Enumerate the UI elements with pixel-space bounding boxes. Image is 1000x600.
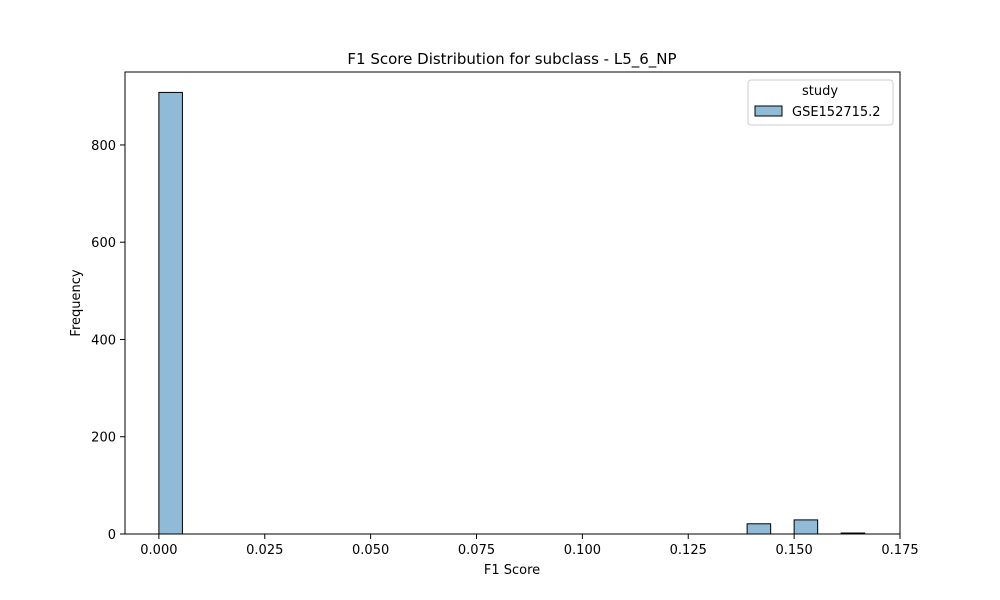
x-tick-label: 0.025 <box>246 543 283 558</box>
x-tick-label: 0.100 <box>564 543 601 558</box>
y-tick-label: 800 <box>91 139 116 154</box>
y-tick-label: 200 <box>91 431 116 446</box>
x-tick-label: 0.175 <box>881 543 918 558</box>
legend-label: GSE152715.2 <box>792 105 881 120</box>
y-axis-ticks: 0 200 400 600 800 <box>91 139 125 543</box>
x-tick-label: 0.075 <box>458 543 495 558</box>
x-axis-label: F1 Score <box>484 563 540 578</box>
histogram-bar <box>158 91 183 535</box>
plot-frame <box>124 71 901 535</box>
y-axis-label: Frequency <box>69 269 84 336</box>
x-tick-label: 0.050 <box>352 543 389 558</box>
legend-box <box>747 79 894 126</box>
legend-swatch <box>754 105 783 117</box>
histogram-bar <box>746 523 772 535</box>
x-axis-ticks: 0.000 0.025 0.050 0.075 0.100 0.125 0.150 0.175 <box>140 534 919 558</box>
bars-layer <box>158 91 866 535</box>
x-tick-label: 0.000 <box>140 543 177 558</box>
y-tick-label: 600 <box>91 236 116 251</box>
y-tick-label: 0 <box>108 528 116 543</box>
chart-title: F1 Score Distribution for subclass - L5_… <box>347 50 676 69</box>
x-tick-label: 0.150 <box>776 543 813 558</box>
x-tick-label: 0.125 <box>670 543 707 558</box>
legend-title: study <box>802 84 838 99</box>
histogram-bar <box>793 519 819 535</box>
y-tick-label: 400 <box>91 333 116 348</box>
legend: study GSE152715.2 <box>747 79 894 126</box>
